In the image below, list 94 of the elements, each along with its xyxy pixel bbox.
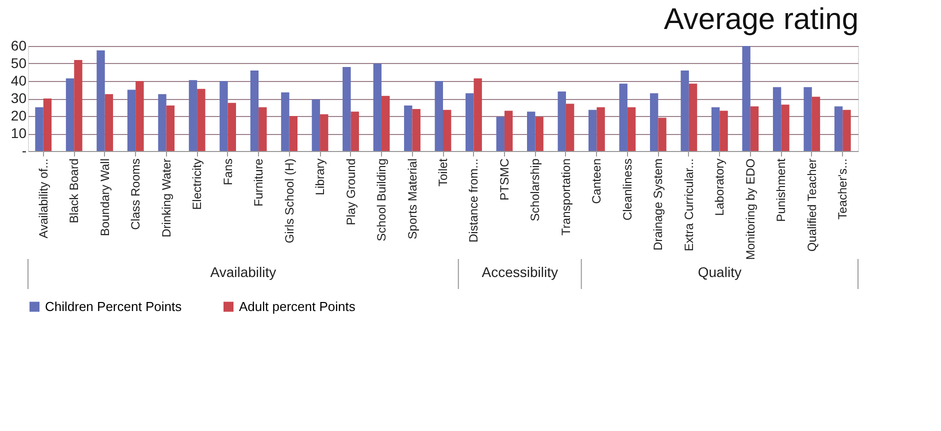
bar bbox=[588, 110, 597, 151]
bar bbox=[104, 94, 114, 151]
x-tick-label: Extra Curricular... bbox=[682, 158, 696, 252]
x-tick-label: Library bbox=[313, 158, 328, 196]
x-tick-label: Sports Material bbox=[405, 158, 420, 240]
x-tick-label: Fans bbox=[220, 158, 235, 186]
bar bbox=[96, 50, 105, 151]
y-tick-label: 20 bbox=[10, 108, 27, 124]
bar bbox=[772, 87, 782, 151]
bar bbox=[619, 84, 628, 151]
y-tick-label: 30 bbox=[10, 90, 27, 106]
x-tick-label: Canteen bbox=[590, 158, 604, 204]
y-tick-label: 10 bbox=[10, 125, 27, 141]
bar bbox=[627, 107, 636, 151]
bar bbox=[289, 116, 298, 151]
bar bbox=[250, 70, 259, 151]
bar bbox=[258, 107, 267, 151]
x-tick-label: Drinking Water bbox=[159, 158, 174, 238]
bar bbox=[350, 112, 359, 151]
x-tick-label: Boundary Wall bbox=[98, 158, 112, 236]
bar bbox=[188, 80, 198, 151]
legend-label: Adult percent Points bbox=[239, 298, 356, 314]
bar bbox=[527, 112, 536, 151]
bar bbox=[342, 67, 351, 151]
bar bbox=[404, 106, 412, 151]
bar bbox=[496, 116, 504, 151]
bar bbox=[166, 106, 175, 151]
bar bbox=[466, 93, 474, 151]
bar bbox=[558, 92, 566, 151]
x-tick-label: Black Board bbox=[67, 158, 82, 224]
bar bbox=[658, 118, 666, 151]
bar bbox=[720, 110, 728, 151]
bar bbox=[127, 90, 136, 151]
x-tick-label: Laboratory bbox=[712, 158, 727, 216]
bar bbox=[535, 116, 544, 151]
text: Quality bbox=[698, 264, 742, 280]
bar bbox=[312, 99, 320, 151]
y-tick-label: 50 bbox=[10, 55, 27, 71]
x-tick-label: School Building bbox=[374, 158, 389, 242]
bar bbox=[382, 96, 390, 151]
y-tick-label: 40 bbox=[10, 72, 27, 88]
text: Accessibility bbox=[482, 264, 558, 280]
bar bbox=[35, 107, 44, 151]
bar bbox=[74, 60, 82, 151]
y-tick-label: - bbox=[22, 142, 27, 158]
x-tick-label: Teacher's... bbox=[836, 158, 850, 220]
x-tick-label: Transportation bbox=[558, 158, 573, 236]
chart-title: Average rating bbox=[664, 3, 858, 36]
bar bbox=[596, 107, 605, 151]
bar bbox=[504, 110, 513, 151]
bar bbox=[443, 110, 452, 151]
bar bbox=[474, 78, 482, 151]
bar bbox=[136, 81, 144, 151]
x-tick-label: Qualified Teacher bbox=[804, 158, 819, 252]
x-tick-label: Class Rooms bbox=[128, 158, 143, 230]
bar bbox=[228, 102, 236, 151]
bar bbox=[412, 109, 420, 151]
y-tick-label: 60 bbox=[10, 38, 27, 54]
bar bbox=[711, 107, 720, 151]
legend-label: Children Percent Points bbox=[45, 298, 182, 314]
bar bbox=[750, 106, 759, 151]
x-tick-label: Monitoring by EDO bbox=[743, 158, 758, 260]
bar bbox=[680, 70, 689, 151]
bar bbox=[650, 93, 658, 151]
bar bbox=[320, 114, 328, 151]
x-tick-label: Distance from... bbox=[466, 158, 481, 243]
bar bbox=[281, 92, 290, 151]
bar bbox=[812, 96, 820, 151]
bar bbox=[742, 46, 750, 151]
bar bbox=[804, 87, 812, 151]
text: Availability bbox=[210, 264, 276, 280]
x-tick-label: Play Ground bbox=[344, 158, 358, 226]
x-tick-label: Availability of... bbox=[36, 158, 50, 238]
bar bbox=[434, 81, 443, 151]
x-tick-label: Scholarship bbox=[528, 158, 542, 222]
x-tick-label: Electricity bbox=[190, 158, 204, 210]
bar bbox=[66, 78, 74, 151]
x-tick-label: Cleanliness bbox=[620, 158, 634, 221]
x-tick-label: Punishment bbox=[774, 158, 788, 222]
bar bbox=[842, 110, 851, 151]
bar bbox=[158, 94, 166, 151]
bar bbox=[220, 81, 228, 151]
bar bbox=[373, 64, 382, 151]
bar bbox=[197, 88, 206, 151]
bar bbox=[688, 84, 698, 151]
x-tick-label: Toilet bbox=[436, 158, 450, 187]
bar bbox=[43, 98, 52, 151]
x-tick-label: Girls School (H) bbox=[282, 158, 296, 244]
x-tick-label: PTSMC bbox=[497, 158, 512, 200]
bar bbox=[834, 106, 843, 151]
x-tick-label: Furniture bbox=[252, 158, 266, 207]
bar bbox=[781, 104, 790, 151]
x-tick-label: Drainage System bbox=[651, 158, 666, 251]
bar bbox=[566, 104, 574, 151]
